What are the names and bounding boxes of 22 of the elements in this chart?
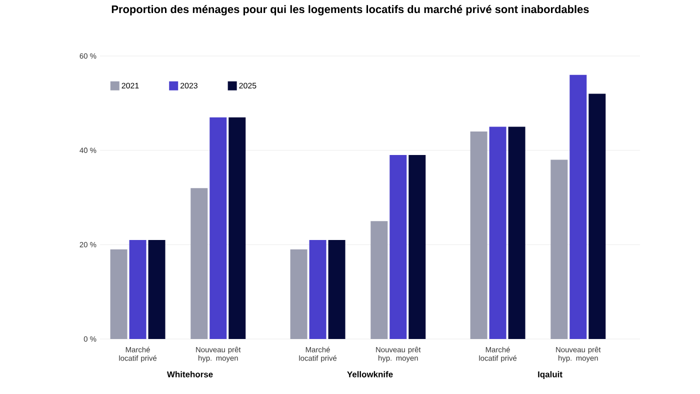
- bar: [508, 126, 526, 339]
- bar: [550, 160, 568, 339]
- bar: [489, 126, 506, 339]
- bar: [210, 117, 227, 339]
- x-axis-title: Iqaluit: [538, 371, 562, 380]
- bar: [190, 188, 208, 339]
- bar: [470, 131, 488, 339]
- x-axis-title: Yellowknife: [347, 371, 393, 378]
- bar: [328, 240, 346, 339]
- bar: [228, 117, 246, 339]
- bar: [370, 221, 388, 339]
- bar: [290, 249, 308, 339]
- x-axis-title: Whitehorse: [166, 371, 213, 378]
- text: Proportion des ménages pour qui les logements locatifs du marché privé sont inabordables: [112, 5, 589, 16]
- bar: [129, 240, 146, 339]
- bar: [408, 155, 426, 339]
- bar: [309, 240, 326, 339]
- bar: [148, 240, 166, 339]
- bar: [110, 249, 128, 339]
- bar: [390, 155, 407, 339]
- bar: [570, 74, 587, 339]
- bar: [588, 94, 606, 339]
